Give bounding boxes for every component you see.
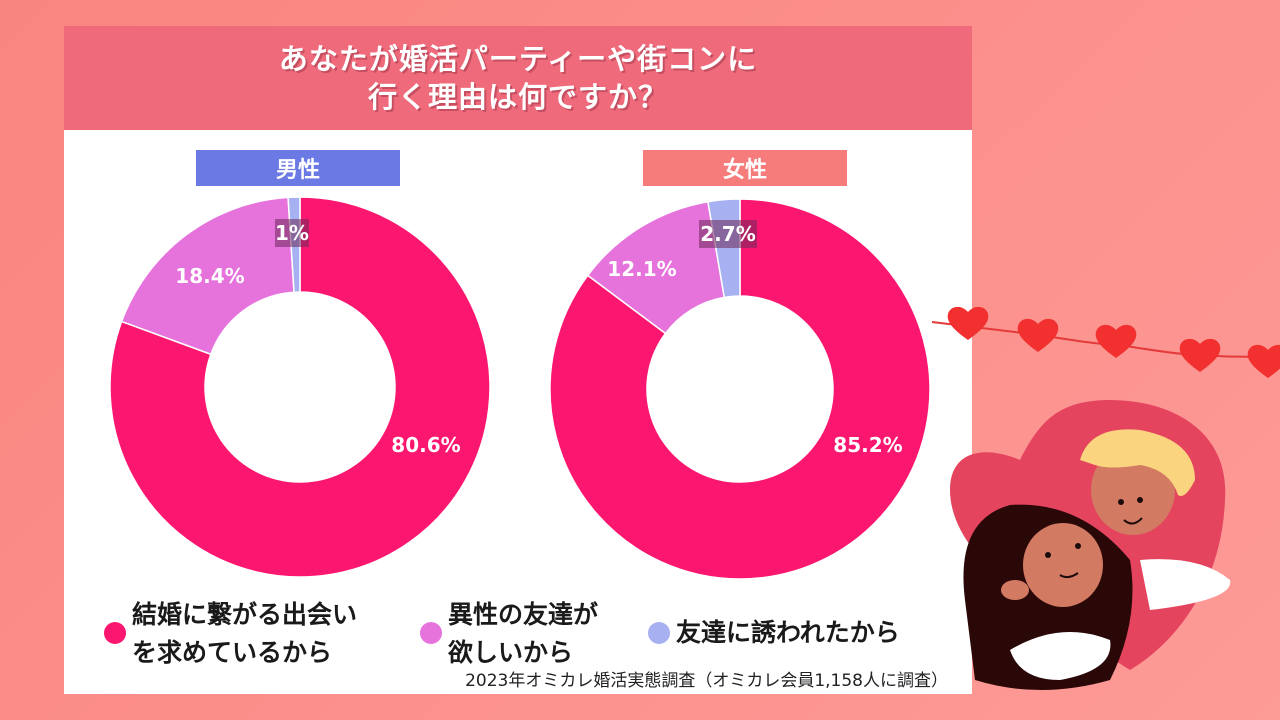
- legend-label: 欲しいから: [448, 638, 574, 667]
- donut-charts: 80.6% 18.4% 1% 85.2% 12.1% 2.7%: [109, 196, 931, 580]
- percentage-label: 1%: [275, 221, 309, 245]
- infographic-card: あなたが婚活パーティーや街コンに 行く理由は何ですか？ 男性 女性 80.6% 1…: [64, 26, 972, 694]
- female-label: 女性: [643, 150, 847, 186]
- title-line-1: あなたが婚活パーティーや街コンに: [278, 42, 758, 76]
- title-line-2: 行く理由は何ですか？: [367, 80, 668, 114]
- percentage-label: 80.6%: [391, 433, 460, 457]
- legend-item-invited-by-friend: 友達に誘われたから: [648, 614, 900, 652]
- woman-icon: [963, 504, 1133, 690]
- donut-slice: [549, 198, 931, 580]
- source-note: 2023年オミカレ婚活実態調査（オミカレ会員1,158人に調査）: [465, 671, 948, 691]
- donut-chart-female: 85.2% 12.1% 2.7%: [549, 198, 931, 580]
- percentage-label: 85.2%: [833, 433, 902, 457]
- legend-dot-icon: [648, 622, 670, 644]
- male-label: 男性: [196, 150, 400, 186]
- donut-slice: [109, 196, 491, 578]
- percentage-label: 2.7%: [700, 222, 755, 246]
- donut-chart-male: 80.6% 18.4% 1%: [109, 196, 491, 578]
- legend-item-friends-opposite-sex: 異性の友達が 欲しいから: [420, 596, 598, 672]
- legend-dot-icon: [104, 622, 126, 644]
- legend-item-marriage: 結婚に繋がる出会い を求めているから: [104, 596, 357, 672]
- man-icon: [1080, 429, 1231, 610]
- donut-slice: [120, 196, 295, 356]
- legend-label: 結婚に繋がる出会い: [132, 600, 358, 629]
- legend-label: を求めているから: [132, 638, 333, 667]
- legend-label: 友達に誘われたから: [676, 618, 900, 647]
- heart-garland-icon: [931, 306, 1280, 378]
- percentage-label: 18.4%: [175, 264, 244, 288]
- title-banner: あなたが婚活パーティーや街コンに 行く理由は何ですか？: [64, 26, 972, 130]
- legend-label: 異性の友達が: [448, 600, 599, 629]
- legend-dot-icon: [420, 622, 442, 644]
- percentage-label: 12.1%: [607, 257, 676, 281]
